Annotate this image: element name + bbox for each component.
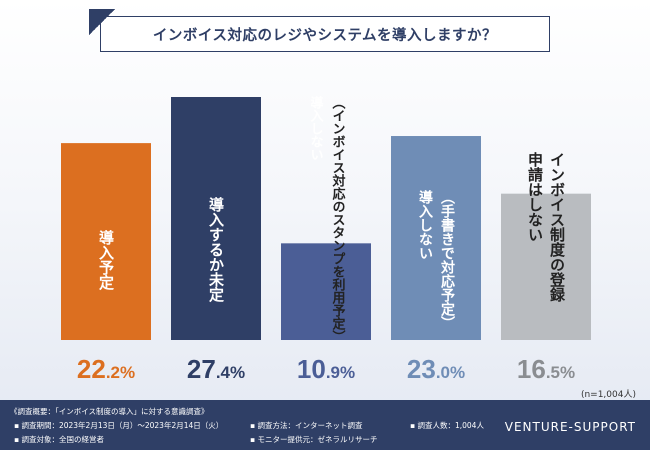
bar-category-label: 導入予定 xyxy=(97,229,115,291)
bar xyxy=(501,193,591,340)
footer-provider: ▪ モニター提供元：ゼネラルリサーチ xyxy=(250,435,378,444)
footer-target: ▪ 調査対象：全国の経営者 xyxy=(14,435,104,444)
bar-category-label: （手書きで対応予定） xyxy=(439,190,456,330)
bar-category-label: 導入するか未定 xyxy=(207,196,225,303)
bar xyxy=(61,143,151,340)
footer-count: ▪ 調査人数：1,004人 xyxy=(410,421,484,430)
chart-title: インボイス対応のレジやシステムを導入しますか？ xyxy=(152,27,498,44)
bar-category-label: （インボイス対応のスタンプを利用予定） xyxy=(330,96,347,343)
bar-category-label: 導入しない xyxy=(308,95,324,161)
bar-value-label: 23.0% xyxy=(407,354,465,384)
bar-value-label: 27.4% xyxy=(187,354,245,384)
bar-value-label: 16.5% xyxy=(517,354,575,384)
bar-category-label: 申請はしない xyxy=(526,151,544,242)
sample-size-note: (n=1,004人) xyxy=(580,390,636,400)
footer-period: ▪ 調査期間：2023年2月13日（月）～2023年2月14日（火） xyxy=(14,421,224,430)
brand-logo-text: VENTURE-SUPPORT xyxy=(504,420,636,434)
bar xyxy=(281,243,371,340)
chart-title-box: インボイス対応のレジやシステムを導入しますか？ xyxy=(89,9,550,52)
bar xyxy=(391,136,481,340)
survey-footer: 《調査概要：「インボイス制度の導入」に対する意識調査》 ▪ 調査期間：2023年… xyxy=(0,400,650,450)
bar-value-label: 10.9% xyxy=(297,354,355,384)
bar xyxy=(171,97,261,340)
footer-method: ▪ 調査方法：インターネット調査 xyxy=(250,421,363,430)
bar-category-label: インボイス制度の登録 xyxy=(548,152,566,303)
footer-overview: 《調査概要：「インボイス制度の導入」に対する意識調査》 xyxy=(10,407,209,416)
bar-category-label: 導入しない xyxy=(417,189,433,260)
bar-chart: 導入予定 22.2% 導入するか未定 27.4% （インボイス対応のスタンプを利用予定）… xyxy=(61,95,591,384)
bar-value-label: 22.2% xyxy=(77,354,135,384)
